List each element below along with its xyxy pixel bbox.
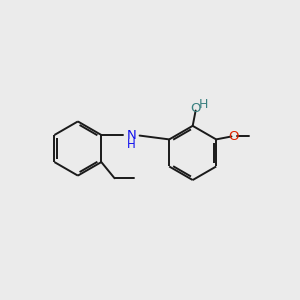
Text: H: H	[198, 98, 208, 111]
Text: O: O	[190, 102, 201, 115]
Text: N: N	[127, 129, 136, 142]
Text: O: O	[229, 130, 239, 143]
Text: H: H	[127, 138, 136, 151]
